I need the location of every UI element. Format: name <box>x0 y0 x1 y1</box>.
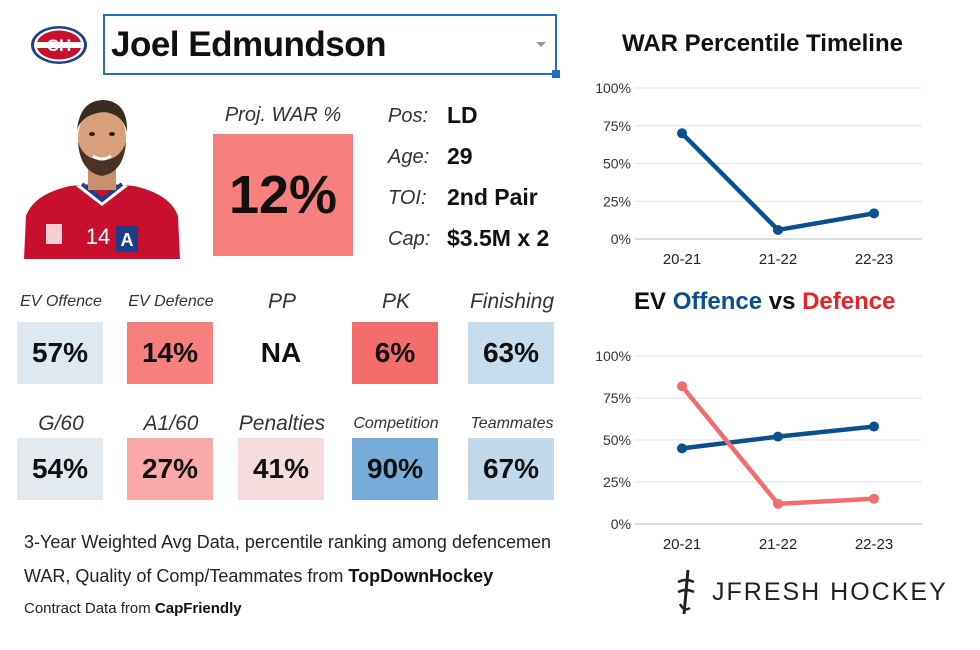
note-contract-source: Contract Data from CapFriendly <box>24 600 242 617</box>
stat-box-finishing: 63% <box>468 322 554 384</box>
war-timeline-xtick-label: 20-21 <box>663 251 701 268</box>
info-cap-value: $3.5M x 2 <box>447 225 550 251</box>
stat-label-a160: A1/60 <box>143 412 199 435</box>
player-select[interactable]: Joel Edmundson <box>103 14 560 78</box>
note-contract-source-prefix: Contract Data from <box>24 600 155 617</box>
ev-title-part-0: EV <box>634 288 673 315</box>
team-logo-text: CH <box>47 36 72 55</box>
stat-label-ev-defence: EV Defence <box>128 293 214 310</box>
player-headshot: A 14 <box>20 94 183 259</box>
stat-box-ev-offence: 57% <box>17 322 103 384</box>
info-toi-value: 2nd Pair <box>447 184 538 210</box>
stat-box-ev-defence: 14% <box>127 322 213 384</box>
info-cap-label: Cap: <box>388 228 431 250</box>
note-war-source-name: TopDownHockey <box>348 566 494 586</box>
info-pos-value: LD <box>447 102 478 128</box>
svg-text:14: 14 <box>86 224 110 249</box>
war-timeline-series-war-percentile-line <box>679 131 877 233</box>
brand: JFRESH HOCKEY <box>674 568 948 616</box>
note-war-source-prefix: WAR, Quality of Comp/Teammates from <box>24 566 349 586</box>
chevron-down-icon[interactable] <box>536 42 546 47</box>
ev-title-part-1: Offence <box>672 288 763 315</box>
stat-label-competition: Competition <box>353 415 439 432</box>
ev-off-def-series-offence-point <box>773 431 783 442</box>
proj-war-label: Proj. WAR % <box>224 104 342 126</box>
war-timeline-ytick-label: 75% <box>603 118 631 134</box>
ev-off-def-ytick-label: 25% <box>603 474 631 490</box>
war-timeline-series-war-percentile-point <box>773 224 783 235</box>
note-war-source: WAR, Quality of Comp/Teammates from TopD… <box>24 566 493 587</box>
info-age-label: Age: <box>388 146 430 168</box>
war-timeline-xtick-label: 21-22 <box>759 251 797 268</box>
stat-box-pk: 6% <box>352 322 438 384</box>
resize-handle[interactable] <box>552 70 560 78</box>
ev-off-def-series-defence-point <box>869 493 879 504</box>
ev-off-def-xtick-label: 22-23 <box>855 536 893 553</box>
stat-box-a160: 27% <box>127 438 213 500</box>
war-timeline-xtick-label: 22-23 <box>855 251 893 268</box>
ev-off-def-title: EV Offence vs Defence <box>634 288 895 316</box>
ev-off-def-xtick-label: 21-22 <box>759 536 797 553</box>
proj-war-value: 12% <box>213 134 353 256</box>
player-name: Joel Edmundson <box>111 25 386 64</box>
note-contract-source-name: CapFriendly <box>154 600 242 617</box>
stat-box-g60: 54% <box>17 438 103 500</box>
war-timeline-ytick-label: 50% <box>603 156 631 172</box>
war-timeline-series-war-percentile-point <box>677 128 687 139</box>
note-weighted-avg: 3-Year Weighted Avg Data, percentile ran… <box>24 532 552 552</box>
ev-off-def-xtick-label: 20-21 <box>663 536 701 553</box>
ev-off-def-chart: 0% 25% 50% 75% 100% 20-21 21-22 22-23 <box>595 348 922 553</box>
ev-off-def-series-offence-point <box>677 443 687 454</box>
stat-box-pp: NA <box>238 322 324 384</box>
stat-label-pk: PK <box>381 290 410 313</box>
info-pos-label: Pos: <box>388 105 429 127</box>
ev-off-def-ytick-label: 100% <box>595 348 631 364</box>
stat-label-finishing: Finishing <box>469 290 555 313</box>
stat-label-g60: G/60 <box>38 412 84 435</box>
ev-title-part-2: vs <box>762 288 803 315</box>
jfresh-logo-icon <box>677 569 695 615</box>
ev-off-def-series-offence-point <box>869 421 879 432</box>
stat-label-ev-offence: EV Offence <box>20 293 102 310</box>
ev-off-def-ytick-label: 75% <box>603 390 631 406</box>
war-timeline-chart: 0% 25% 50% 75% 100% 20-21 21-22 22-23 <box>595 80 922 268</box>
stat-label-penalties: Penalties <box>238 412 326 435</box>
stat-label-pp: PP <box>267 290 296 313</box>
stat-box-teammates: 67% <box>468 438 554 500</box>
info-age-value: 29 <box>447 143 473 169</box>
team-logo: CH <box>30 24 88 66</box>
ev-off-def-series-defence-point <box>773 498 783 509</box>
ev-off-def-ytick-label: 50% <box>603 432 631 448</box>
war-timeline-ytick-label: 100% <box>595 80 631 96</box>
brand-text: JFRESH HOCKEY <box>712 577 948 606</box>
info-toi-label: TOI: <box>388 187 427 209</box>
ev-off-def-series-defence-point <box>677 381 687 392</box>
stat-label-teammates: Teammates <box>470 415 554 432</box>
war-timeline-ytick-label: 0% <box>611 231 631 247</box>
war-timeline-ytick-label: 25% <box>603 193 631 209</box>
war-timeline-title: WAR Percentile Timeline <box>622 30 903 57</box>
war-timeline-series-war-percentile-point <box>869 208 879 219</box>
svg-text:A: A <box>121 230 134 250</box>
stat-box-competition: 90% <box>352 438 438 500</box>
ev-title-part-3: Defence <box>802 288 896 315</box>
stat-box-penalties: 41% <box>238 438 324 500</box>
ev-off-def-ytick-label: 0% <box>611 516 631 532</box>
